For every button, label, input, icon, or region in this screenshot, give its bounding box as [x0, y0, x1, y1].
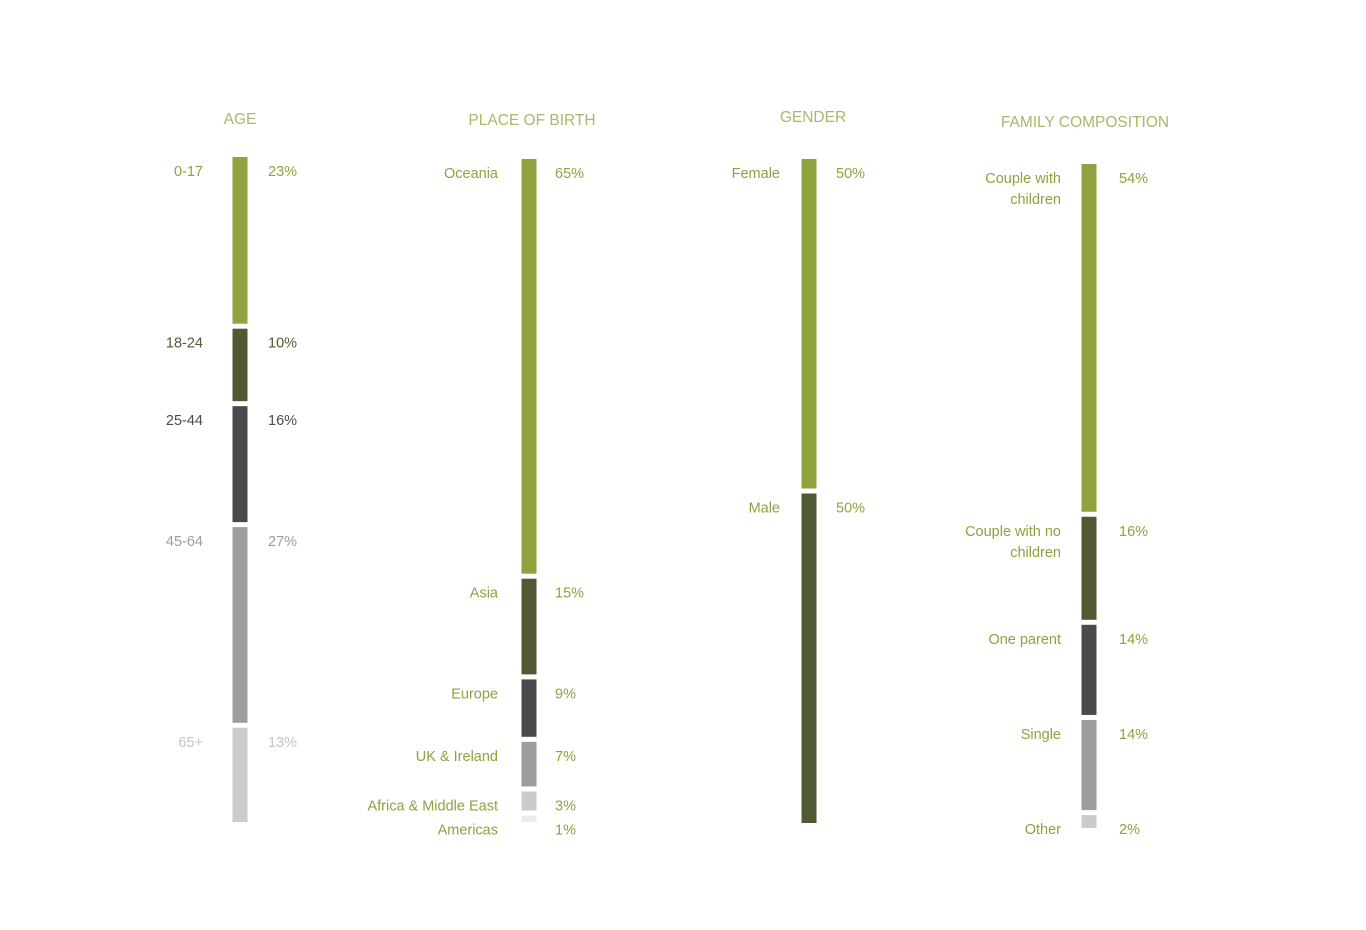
bar-segment: [521, 578, 537, 675]
bar-segment: [1081, 164, 1097, 512]
category-label: Asia: [470, 586, 499, 602]
value-label: 15%: [555, 586, 584, 602]
value-label: 16%: [1119, 524, 1148, 540]
panel-title: GENDER: [780, 109, 846, 126]
bar-segment: [232, 328, 248, 402]
value-label: 1%: [555, 823, 576, 839]
value-label: 2%: [1119, 822, 1140, 838]
category-label: 45-64: [166, 534, 203, 550]
category-label: Americas: [438, 823, 498, 839]
category-label: Europe: [451, 686, 498, 702]
category-label: Other: [1025, 822, 1061, 838]
bar-segment: [801, 493, 817, 823]
panel-title: AGE: [224, 111, 257, 128]
value-label: 23%: [268, 164, 297, 180]
category-label: UK & Ireland: [416, 749, 498, 765]
category-label: One parent: [988, 632, 1061, 648]
value-label: 16%: [268, 413, 297, 429]
bar-segment: [521, 159, 537, 574]
bar-segment: [1081, 815, 1097, 828]
value-label: 50%: [836, 166, 865, 182]
bar-segment: [801, 159, 817, 489]
category-label: 18-24: [166, 336, 203, 352]
bar-segment: [232, 727, 248, 822]
category-label: Africa & Middle East: [367, 798, 498, 814]
value-label: 10%: [268, 336, 297, 352]
category-label: Couple with no children: [965, 524, 1061, 561]
panel-title: PLACE OF BIRTH: [468, 112, 595, 129]
category-label: Oceania: [444, 166, 499, 182]
panel-title: FAMILY COMPOSITION: [1001, 114, 1169, 131]
bar-segment: [521, 741, 537, 787]
value-label: 14%: [1119, 632, 1148, 648]
value-label: 65%: [555, 166, 584, 182]
value-label: 27%: [268, 534, 297, 550]
bar-segment: [1081, 516, 1097, 620]
bar-segment: [1081, 624, 1097, 715]
category-label: 65+: [178, 735, 203, 751]
value-label: 9%: [555, 686, 576, 702]
category-label: Male: [749, 501, 780, 517]
bar-segment: [521, 791, 537, 811]
value-label: 54%: [1119, 171, 1148, 187]
bar-segment: [232, 406, 248, 523]
chart-panel-2: PLACE OF BIRTH Oceania 65% Asia 15% Europe 9% U…: [367, 112, 595, 839]
category-label: Single: [1021, 727, 1061, 743]
bar-segment: [521, 679, 537, 737]
category-label: 25-44: [166, 413, 203, 429]
category-label: Female: [732, 166, 780, 182]
value-label: 3%: [555, 798, 576, 814]
bar-segment: [1081, 719, 1097, 811]
bar-segment: [232, 527, 248, 723]
value-label: 50%: [836, 501, 865, 517]
bar-segment: [232, 157, 248, 324]
value-label: 13%: [268, 735, 297, 751]
value-label: 14%: [1119, 727, 1148, 743]
chart-panel-1: AGE 0-17 23% 18-24 10% 25-44 16% 45-64 27% 65+ 13%: [166, 111, 297, 822]
chart-panel-4: FAMILY COMPOSITION Couple with children 54%…: [965, 114, 1169, 838]
value-label: 7%: [555, 749, 576, 765]
category-label: 0-17: [174, 164, 203, 180]
bar-segment: [521, 815, 537, 822]
chart-panel-3: GENDER Female 50% Male 50%: [732, 109, 865, 823]
category-label: Couple with children: [985, 171, 1061, 208]
